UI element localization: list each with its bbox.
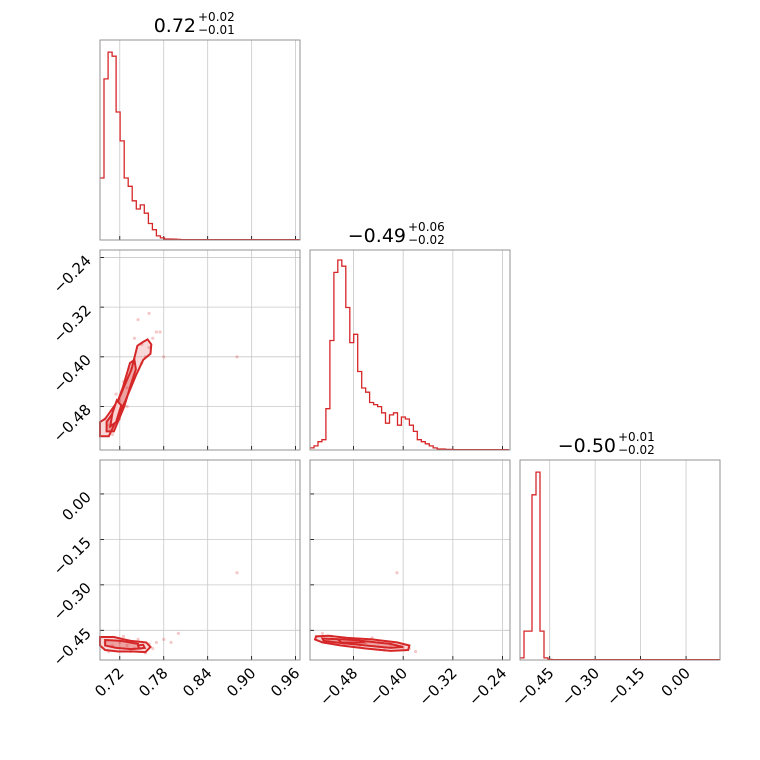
y-tick-label: 0.00 (58, 488, 94, 524)
y-tick-label: −0.45 (50, 624, 95, 669)
x-tick-label: −0.30 (558, 664, 603, 709)
y-tick-label: −0.15 (50, 534, 95, 579)
sample-point (169, 640, 173, 645)
panel-border (99, 459, 301, 661)
x-tick-label: 0.84 (179, 664, 215, 700)
panel-border (309, 249, 511, 451)
contour-core (335, 638, 367, 644)
sample-point (176, 631, 180, 635)
sample-point (147, 311, 151, 315)
sample-point (235, 571, 239, 575)
x-tick-label: 0.00 (658, 664, 694, 700)
title-value: −0.50 (558, 435, 616, 457)
panel-border (519, 459, 721, 661)
histogram-1 (310, 259, 509, 451)
y-tick-label: −0.32 (50, 301, 95, 346)
contour-core (108, 398, 123, 429)
y-tick-label: −0.40 (50, 351, 95, 396)
panel-2-2 (549, 460, 687, 660)
title-value: 0.72 (154, 15, 196, 37)
pair-2-1 (313, 571, 418, 654)
panel-title-0: 0.72 +0.02−0.01 (154, 10, 235, 37)
histogram-step (310, 259, 509, 451)
x-tick-label: −0.40 (366, 664, 411, 709)
sample-point (136, 317, 140, 322)
sample-point (151, 646, 155, 651)
sample-point (110, 432, 115, 437)
x-tick-label: 0.90 (223, 664, 259, 700)
sample-point (125, 386, 129, 390)
sample-point (125, 404, 129, 409)
panel-1-0 (100, 250, 300, 450)
sample-point (114, 392, 118, 396)
x-tick-label: 0.96 (267, 664, 303, 700)
sample-point (395, 571, 399, 575)
panel-border (99, 249, 301, 451)
sample-point (125, 643, 129, 648)
title-upper-error: +0.01 (618, 430, 655, 444)
x-tick-label: −0.45 (512, 664, 557, 709)
title-lower-error: −0.02 (408, 233, 445, 247)
title-lower-error: −0.02 (618, 443, 655, 457)
x-tick-label: −0.24 (465, 664, 510, 709)
panel-title-2: −0.50 +0.01−0.02 (558, 430, 655, 457)
pair-1-0 (99, 311, 239, 438)
sample-point (413, 649, 418, 654)
histogram-step (100, 51, 300, 241)
y-tick-label: −0.48 (50, 401, 95, 446)
panel-2-1 (310, 460, 510, 660)
sample-point (132, 336, 137, 340)
histogram-0 (100, 51, 300, 241)
x-tick-label: −0.15 (603, 664, 648, 709)
panel-2-0 (100, 460, 300, 660)
panel-border (309, 459, 511, 661)
panel-0-0 (119, 40, 297, 240)
title-lower-error: −0.01 (198, 23, 235, 37)
pair-2-0 (99, 571, 239, 655)
title-upper-error: +0.06 (408, 220, 445, 234)
sample-point (154, 330, 159, 334)
x-tick-label: −0.32 (415, 664, 460, 709)
sample-point (235, 355, 239, 359)
panel-border (99, 39, 301, 241)
sample-point (121, 634, 126, 638)
title-value: −0.49 (348, 225, 406, 247)
x-tick-label: 0.72 (91, 664, 127, 700)
contour-inner (104, 638, 142, 651)
sample-point (320, 631, 325, 635)
sample-point (154, 640, 159, 645)
title-upper-error: +0.02 (198, 10, 235, 24)
sample-point (136, 637, 140, 641)
sample-point (162, 355, 166, 359)
sample-point (151, 336, 155, 340)
sample-point (147, 345, 151, 350)
contour-core (136, 643, 147, 650)
sample-point (158, 330, 162, 334)
y-tick-label: −0.24 (50, 252, 95, 297)
panel-title-1: −0.49 +0.06−0.02 (348, 220, 445, 247)
panel-1-1 (353, 250, 503, 450)
x-tick-label: −0.48 (316, 664, 361, 709)
sample-point (162, 637, 166, 641)
y-tick-label: −0.30 (50, 579, 95, 624)
x-tick-label: 0.78 (135, 664, 171, 700)
